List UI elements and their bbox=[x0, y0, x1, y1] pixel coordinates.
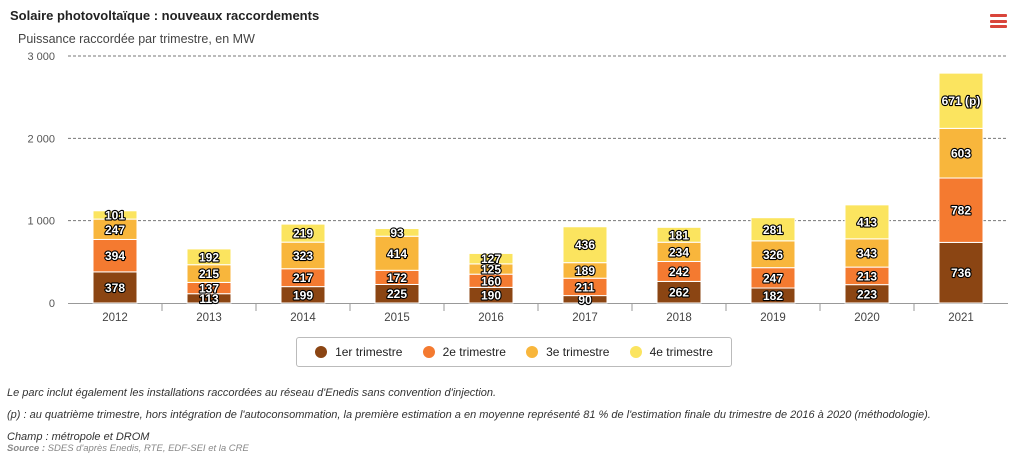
bar-segment bbox=[92, 210, 138, 220]
bar-segment bbox=[938, 127, 984, 179]
data-label: 223 bbox=[857, 287, 877, 301]
legend-item-q2[interactable]: 2e trimestre bbox=[422, 345, 506, 359]
bar-segment bbox=[374, 235, 420, 271]
x-tick-label: 2012 bbox=[102, 312, 128, 324]
bar-segment bbox=[280, 241, 326, 270]
data-label: 413 bbox=[857, 215, 877, 229]
data-label: 125 bbox=[481, 263, 501, 277]
data-label: 225 bbox=[387, 287, 407, 301]
legend-label-q4: 4e trimestre bbox=[649, 345, 713, 359]
chart-notes: Le parc inclut également les installatio… bbox=[7, 382, 931, 448]
x-tick-label: 2018 bbox=[666, 312, 692, 324]
legend-label-q1: 1er trimestre bbox=[335, 345, 403, 359]
x-tick-label: 2019 bbox=[760, 312, 786, 324]
x-tick-label: 2016 bbox=[478, 312, 504, 324]
data-label: 101 bbox=[105, 208, 125, 222]
data-label: 326 bbox=[763, 248, 783, 262]
x-tick-label: 2021 bbox=[948, 312, 974, 324]
x-tick-label: 2015 bbox=[384, 312, 410, 324]
source-label: Source : bbox=[7, 443, 46, 454]
legend-label-q2: 2e trimestre bbox=[442, 345, 506, 359]
bar-segment bbox=[844, 204, 890, 240]
bar-segment bbox=[280, 223, 326, 243]
bar-segment bbox=[844, 238, 890, 268]
data-label: 215 bbox=[199, 267, 219, 281]
data-label: 242 bbox=[669, 265, 689, 279]
data-label: 414 bbox=[387, 247, 407, 261]
note-line: Le parc inclut également les installatio… bbox=[7, 387, 497, 399]
legend-item-q1[interactable]: 1er trimestre bbox=[315, 345, 402, 359]
data-label: 113 bbox=[199, 292, 219, 306]
data-label: 378 bbox=[105, 281, 125, 295]
data-label: 234 bbox=[669, 245, 689, 259]
y-tick-label: 3 000 bbox=[27, 51, 55, 63]
x-tick-label: 2017 bbox=[572, 312, 598, 324]
data-label: 262 bbox=[669, 286, 689, 300]
chart-source: Source : SDES d'après Enedis, RTE, EDF-S… bbox=[7, 443, 249, 454]
data-label: 181 bbox=[669, 228, 689, 242]
data-label: 247 bbox=[763, 271, 783, 285]
x-tick-label: 2013 bbox=[196, 312, 222, 324]
chart-subtitle: Puissance raccordée par trimestre, en MW bbox=[18, 32, 255, 46]
bar-segment bbox=[468, 252, 514, 265]
data-label: 199 bbox=[293, 288, 313, 302]
data-label: 436 bbox=[575, 238, 595, 252]
legend-label-q3: 3e trimestre bbox=[546, 345, 610, 359]
legend-marker-q3 bbox=[526, 346, 539, 358]
chart-title: Solaire photovoltaïque : nouveaux raccor… bbox=[10, 8, 320, 23]
source-text: SDES d'après Enedis, RTE, EDF-SEI et la … bbox=[47, 443, 249, 454]
data-label: 343 bbox=[857, 246, 877, 260]
data-label: 211 bbox=[575, 280, 595, 294]
data-label: 603 bbox=[951, 147, 971, 161]
data-label: 192 bbox=[199, 250, 219, 264]
data-label: 671 (p) bbox=[942, 94, 981, 108]
legend-marker-q4 bbox=[629, 346, 642, 358]
x-tick-label: 2014 bbox=[290, 312, 316, 324]
bar-segment bbox=[750, 240, 796, 269]
data-label: 93 bbox=[390, 226, 404, 240]
legend-item-q4[interactable]: 4e trimestre bbox=[629, 345, 713, 359]
data-label: 219 bbox=[293, 227, 313, 241]
data-label: 160 bbox=[481, 274, 501, 288]
note-line: Champ : métropole et DROM bbox=[7, 431, 150, 443]
bar-segment bbox=[750, 217, 796, 242]
legend-marker-q1 bbox=[315, 346, 328, 358]
data-label: 137 bbox=[199, 282, 219, 296]
note-line: (p) : au quatrième trimestre, hors intég… bbox=[7, 409, 931, 421]
data-label: 323 bbox=[293, 249, 313, 263]
data-label: 217 bbox=[293, 271, 313, 285]
y-tick-label: 1 000 bbox=[27, 216, 55, 228]
data-label: 189 bbox=[575, 264, 595, 278]
bar-segment bbox=[92, 271, 138, 304]
legend-marker-q2 bbox=[422, 346, 435, 358]
y-tick-label: 0 bbox=[49, 298, 55, 310]
data-label: 127 bbox=[481, 252, 501, 266]
data-label: 172 bbox=[387, 271, 407, 285]
data-label: 394 bbox=[105, 249, 125, 263]
data-label: 213 bbox=[857, 269, 877, 283]
chart-legend: 1er trimestre 2e trimestre 3e trimestre … bbox=[296, 337, 732, 367]
bar-segment bbox=[938, 241, 984, 304]
bar-segment bbox=[938, 72, 984, 129]
data-label: 782 bbox=[951, 204, 971, 218]
data-label: 190 bbox=[481, 289, 501, 303]
legend-item-q3[interactable]: 3e trimestre bbox=[526, 345, 609, 359]
data-label: 182 bbox=[763, 289, 783, 303]
hamburger-menu-icon[interactable] bbox=[990, 14, 1007, 28]
bar-segment bbox=[374, 228, 420, 237]
x-tick-label: 2020 bbox=[854, 312, 880, 324]
data-label: 247 bbox=[105, 223, 125, 237]
data-label: 736 bbox=[951, 266, 971, 280]
bar-segment bbox=[656, 226, 702, 243]
bar-segment bbox=[562, 226, 608, 264]
bar-segment bbox=[186, 248, 232, 266]
y-tick-label: 2 000 bbox=[27, 133, 55, 145]
data-label: 281 bbox=[763, 223, 783, 237]
